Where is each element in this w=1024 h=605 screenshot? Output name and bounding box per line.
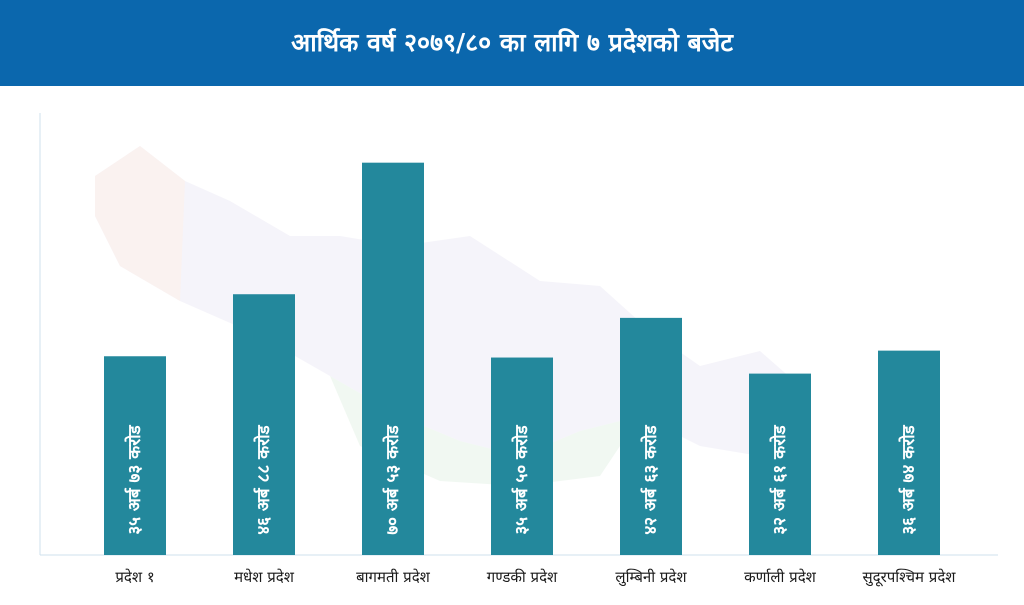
map-silhouette xyxy=(95,146,800,456)
bar-value-label: ३५ अर्ब ७३ करोड xyxy=(124,424,145,534)
category-label: कर्णाली प्रदेश xyxy=(744,568,817,586)
map-region-west xyxy=(95,146,185,301)
category-label: लुम्बिनी प्रदेश xyxy=(615,568,687,587)
bar-value-label: ७० अर्ब ५३ करोड xyxy=(382,424,403,534)
bar-value-label: ४६ अर्ब ८८ करोड xyxy=(253,424,274,534)
bar-6 xyxy=(749,373,811,555)
bar-value-labels: ३५ अर्ब ७३ करोड ४६ अर्ब ८८ करोड ७० अर्ब ५३… xyxy=(124,424,919,534)
bar-3 xyxy=(362,162,424,555)
category-label: प्रदेश १ xyxy=(115,568,154,586)
chart-header: आर्थिक वर्ष २०७९/८० का लागि ७ प्रदेशको ब… xyxy=(0,0,1024,86)
bar-4 xyxy=(491,357,553,555)
bar-value-label: ३६ अर्ब ७४ करोड xyxy=(898,424,919,534)
category-labels: प्रदेश १ मधेश प्रदेश बागमती प्रदेश गण्डकी प… xyxy=(115,568,956,587)
category-label: गण्डकी प्रदेश xyxy=(487,568,558,586)
bar-value-label: ४२ अर्ब ६३ करोड xyxy=(640,424,661,534)
bar-2 xyxy=(233,294,295,555)
map-background xyxy=(95,146,800,486)
bar-7 xyxy=(878,350,940,555)
bar-chart: ३५ अर्ब ७३ करोड ४६ अर्ब ८८ करोड ७० अर्ब ५३… xyxy=(39,113,998,587)
category-label: बागमती प्रदेश xyxy=(356,568,431,586)
bars xyxy=(104,162,940,555)
category-label: सुदूरपश्चिम प्रदेश xyxy=(863,568,957,587)
bar-value-label: ३५ अर्ब ५० करोड xyxy=(511,424,532,534)
bar-5 xyxy=(620,317,682,555)
category-label: मधेश प्रदेश xyxy=(234,568,295,586)
bar-1 xyxy=(104,356,166,555)
chart-title: आर्थिक वर्ष २०७९/८० का लागि ७ प्रदेशको ब… xyxy=(291,28,733,57)
bar-value-label: ३२ अर्ब ६१ करोड xyxy=(769,424,790,534)
